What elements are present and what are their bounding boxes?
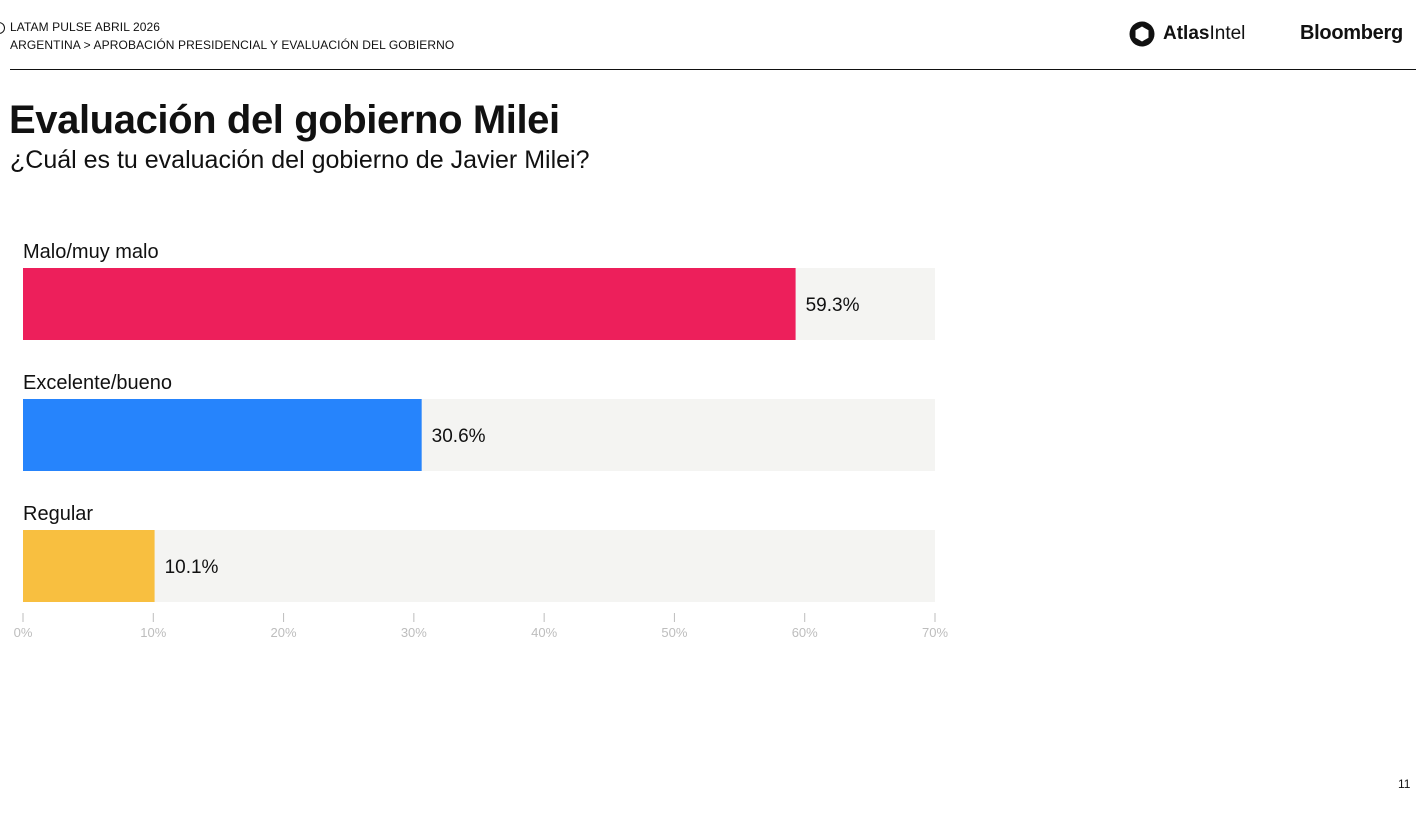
data-label: 59.3% (806, 295, 860, 316)
bar-track (23, 530, 935, 602)
report-kicker: LATAM PULSE ABRIL 2026 (10, 20, 161, 34)
data-label: 10.1% (165, 557, 219, 578)
atlasintel-wordmark-bold: Atlas (1163, 23, 1210, 44)
category-label: Malo/muy malo (23, 241, 159, 263)
category-label: Regular (23, 503, 93, 525)
x-tick-label: 70% (922, 625, 948, 640)
x-tick-label: 40% (531, 625, 557, 640)
page-number: 11 (1398, 777, 1411, 791)
x-tick-label: 0% (14, 625, 33, 640)
bar (23, 399, 422, 471)
atlasintel-hexagon-icon (1129, 21, 1155, 47)
chart-title: Evaluación del gobierno Milei (9, 98, 560, 142)
bloomberg-logo: Bloomberg (1300, 22, 1403, 44)
bar (23, 530, 155, 602)
x-tick-label: 10% (140, 625, 166, 640)
chart-subtitle: ¿Cuál es tu evaluación del gobierno de J… (10, 146, 590, 174)
x-tick-label: 50% (661, 625, 687, 640)
atlasintel-logo: AtlasIntel (1129, 21, 1245, 47)
x-tick-label: 30% (401, 625, 427, 640)
bar (23, 268, 796, 340)
category-label: Excelente/bueno (23, 372, 172, 394)
x-tick-label: 20% (271, 625, 297, 640)
header-divider (10, 69, 1416, 70)
atlasintel-wordmark-light: Intel (1209, 23, 1246, 44)
breadcrumb: ARGENTINA > APROBACIÓN PRESIDENCIAL Y EV… (10, 38, 455, 52)
atlasintel-wordmark: AtlasIntel (1163, 23, 1245, 45)
x-tick-label: 60% (792, 625, 818, 640)
data-label: 30.6% (432, 426, 486, 447)
